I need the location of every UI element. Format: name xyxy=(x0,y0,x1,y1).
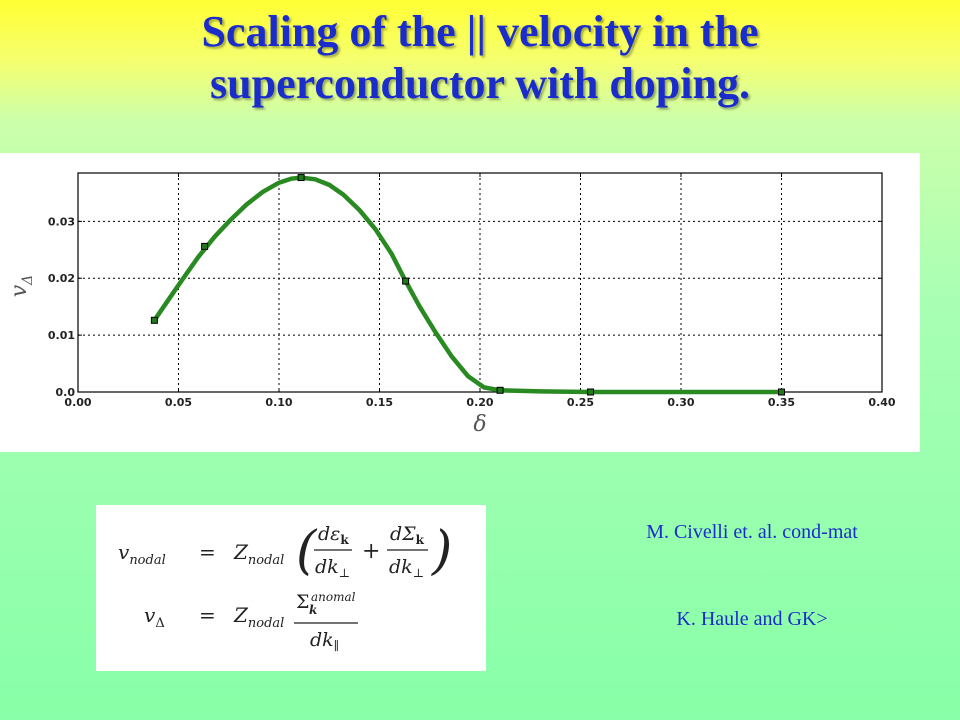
data-point xyxy=(587,388,595,396)
chart-panel: 0.00 0.05 0.10 0.15 0.20 0.25 0.30 0.35 0.40 0.0… xyxy=(0,153,920,452)
svg-text:+: + xyxy=(362,539,380,564)
y-tick-labels: 0.0 0.01 0.02 0.03 xyxy=(48,215,75,399)
data-point xyxy=(201,242,209,250)
x-tick-label: 0.00 xyxy=(64,396,91,409)
svg-text:dεk: dεk xyxy=(318,523,349,547)
data-markers xyxy=(150,174,785,396)
svg-text:Σ: Σ xyxy=(296,591,309,613)
velocity-formulas: vnodal = Znodal ( dεk dk⊥ + dΣk dk⊥ ) vΔ… xyxy=(118,521,452,653)
series-curve xyxy=(152,175,784,395)
svg-text:anomal: anomal xyxy=(311,590,356,604)
x-axis-label: δ xyxy=(473,412,486,437)
title-line-1: Scaling of the || velocity in the xyxy=(201,7,759,56)
x-tick-label: 0.15 xyxy=(366,396,393,409)
data-point xyxy=(496,386,504,394)
data-point xyxy=(778,388,785,396)
data-point xyxy=(150,316,158,324)
y-tick-label: 0.02 xyxy=(48,272,75,285)
data-point xyxy=(297,174,305,182)
formula-box: vnodal = Znodal ( dεk dk⊥ + dΣk dk⊥ ) vΔ… xyxy=(96,505,486,671)
data-point xyxy=(402,277,410,285)
svg-text:dk∥: dk∥ xyxy=(310,629,339,653)
svg-text:Znodal: Znodal xyxy=(233,603,284,631)
title-line-2: superconductor with doping. xyxy=(210,59,750,108)
y-tick-label: 0.0 xyxy=(56,386,76,399)
x-tick-label: 0.40 xyxy=(868,396,895,409)
svg-text:=: = xyxy=(199,603,216,627)
credit-civelli: M. Civelli et. al. cond-mat xyxy=(646,521,858,543)
grid-lines xyxy=(78,173,882,392)
x-tick-label: 0.30 xyxy=(667,396,694,409)
y-tick-label: 0.01 xyxy=(48,329,75,342)
x-tick-label: 0.35 xyxy=(768,396,795,409)
velocity-doping-chart: 0.00 0.05 0.10 0.15 0.20 0.25 0.30 0.35 0.40 0.0… xyxy=(7,172,896,437)
svg-text:vΔ: vΔ xyxy=(144,603,165,631)
x-tick-label: 0.05 xyxy=(165,396,192,409)
x-tick-labels: 0.00 0.05 0.10 0.15 0.20 0.25 0.30 0.35 0.40 xyxy=(64,396,895,409)
svg-text:=: = xyxy=(199,540,216,564)
x-tick-label: 0.20 xyxy=(466,396,493,409)
svg-text:vnodal: vnodal xyxy=(118,540,166,568)
x-tick-label: 0.10 xyxy=(265,396,292,409)
svg-text:k: k xyxy=(309,603,317,617)
svg-text:(: ( xyxy=(296,521,318,581)
svg-text:): ) xyxy=(431,521,452,581)
svg-text:vΔ: vΔ xyxy=(7,275,36,298)
svg-text:dΣk: dΣk xyxy=(390,523,425,547)
x-tick-label: 0.25 xyxy=(567,396,594,409)
svg-text:dk⊥: dk⊥ xyxy=(389,556,424,580)
y-tick-label: 0.03 xyxy=(48,215,75,228)
credit-haule: K. Haule and GK> xyxy=(676,608,828,630)
svg-text:Znodal: Znodal xyxy=(233,540,284,568)
slide-title: Scaling of the || velocity in the superc… xyxy=(0,6,960,110)
y-axis-label: vΔ xyxy=(7,275,36,298)
tick-marks xyxy=(77,173,883,393)
svg-text:dk⊥: dk⊥ xyxy=(315,556,350,580)
